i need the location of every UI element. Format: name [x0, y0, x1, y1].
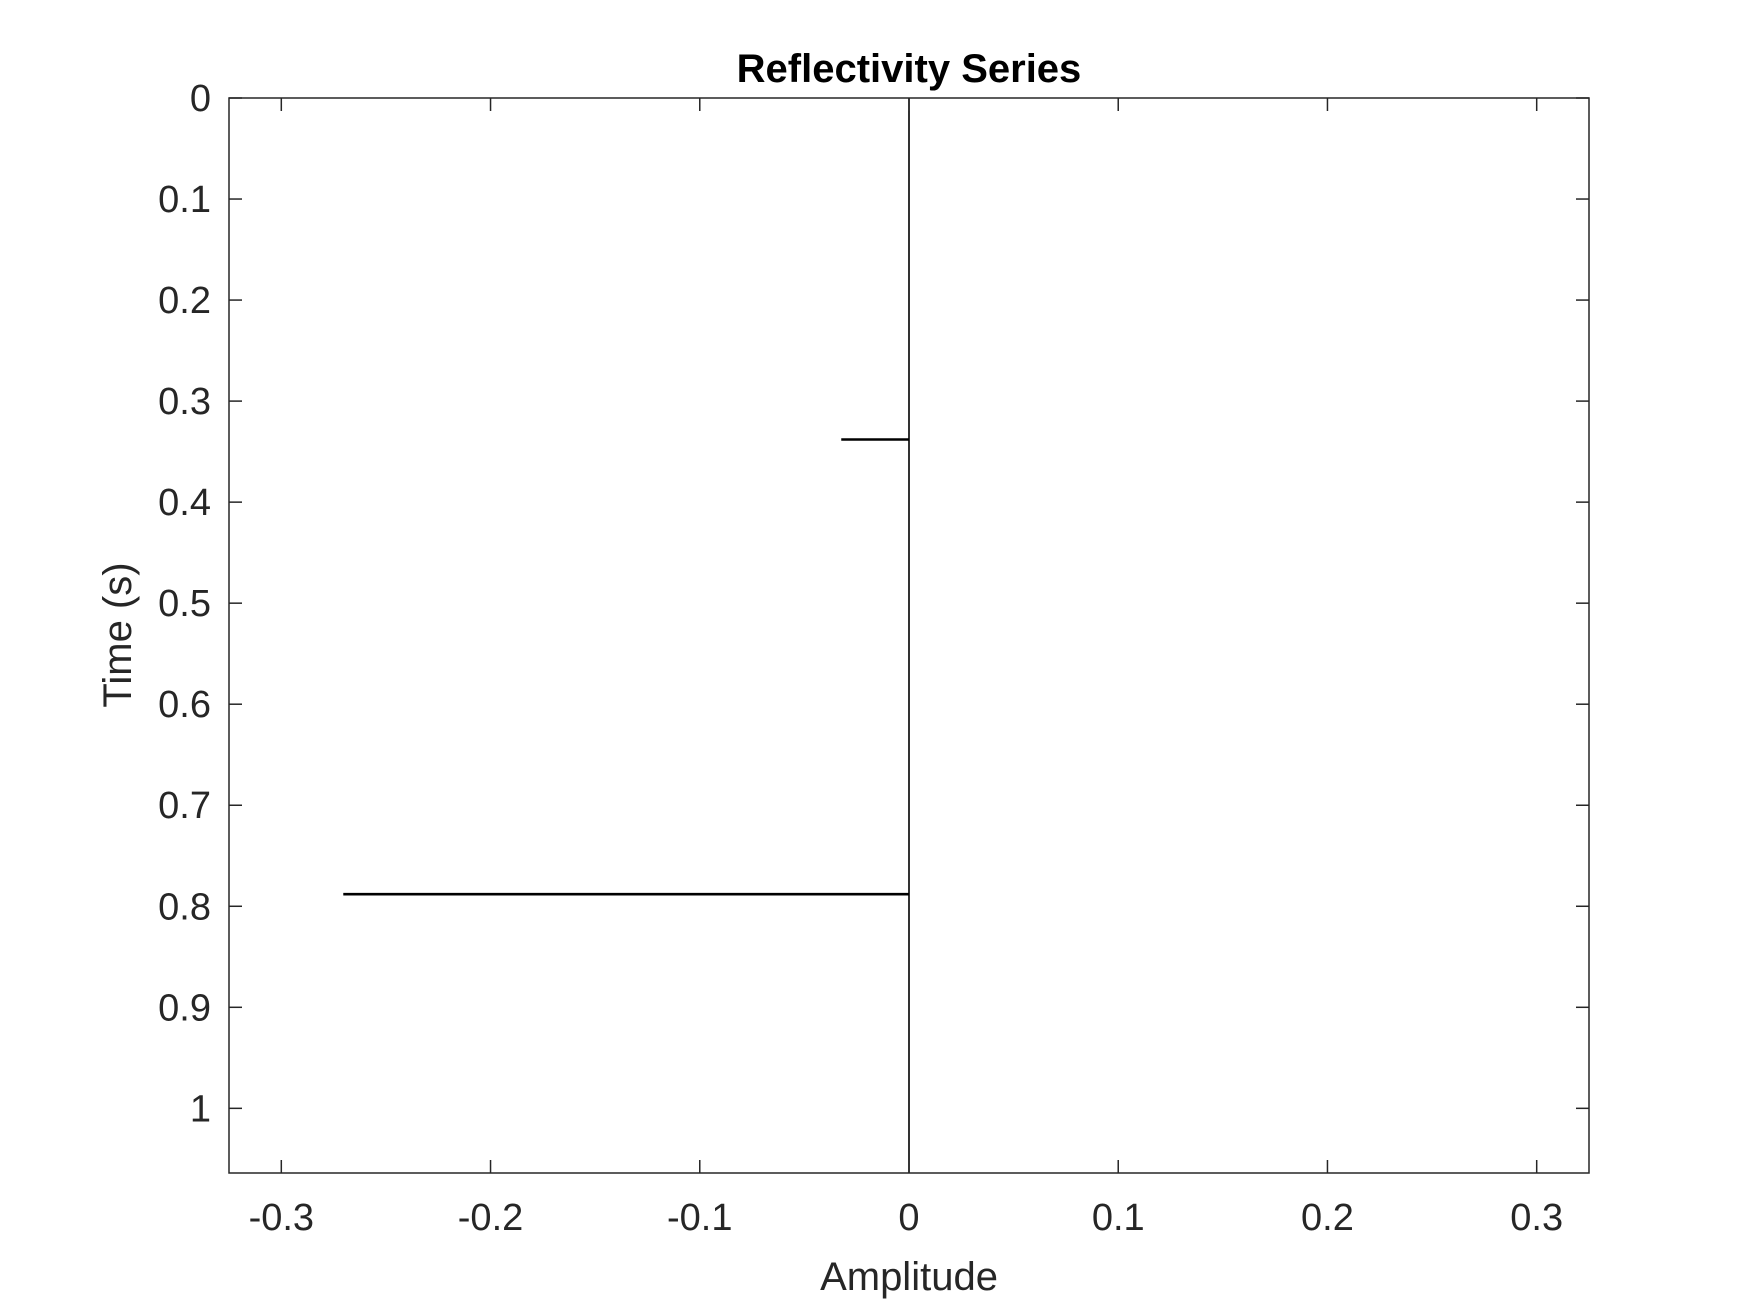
- reflectivity-trace: [343, 98, 910, 1173]
- x-tick-label: -0.2: [458, 1197, 523, 1239]
- y-tick-label: 0.9: [158, 987, 211, 1029]
- x-tick-label: 0.1: [1092, 1197, 1145, 1239]
- x-tick-label: 0.2: [1301, 1197, 1354, 1239]
- x-tick-label: 0.3: [1510, 1197, 1563, 1239]
- y-tick-label: 0.4: [158, 482, 211, 524]
- y-tick-label: 0.8: [158, 886, 211, 928]
- plot-area: [343, 98, 910, 1173]
- y-tick-label: 0.6: [158, 684, 211, 726]
- y-tick-label: 1: [190, 1088, 211, 1130]
- y-tick-label: 0.3: [158, 381, 211, 423]
- y-tick-label: 0.7: [158, 785, 211, 827]
- x-tick-label: -0.3: [249, 1197, 314, 1239]
- x-tick-label: 0: [898, 1197, 919, 1239]
- y-tick-label: 0: [190, 78, 211, 120]
- x-tick-label: -0.1: [667, 1197, 732, 1239]
- y-tick-label: 0.5: [158, 583, 211, 625]
- axes-ticks: [229, 97, 1589, 1173]
- chart-title: Reflectivity Series: [737, 47, 1082, 91]
- tick-labels: -0.3 -0.2 -0.1 0 0.1 0.2 0.3 0 0.1 0.2 0.3 0.4 0.5 0.…: [158, 78, 1563, 1239]
- y-tick-label: 0.1: [158, 179, 211, 221]
- y-axis-label: Time (s): [96, 562, 140, 707]
- axes-box: [228, 97, 1590, 1174]
- y-tick-label: 0.2: [158, 280, 211, 322]
- x-axis-label: Amplitude: [820, 1255, 998, 1299]
